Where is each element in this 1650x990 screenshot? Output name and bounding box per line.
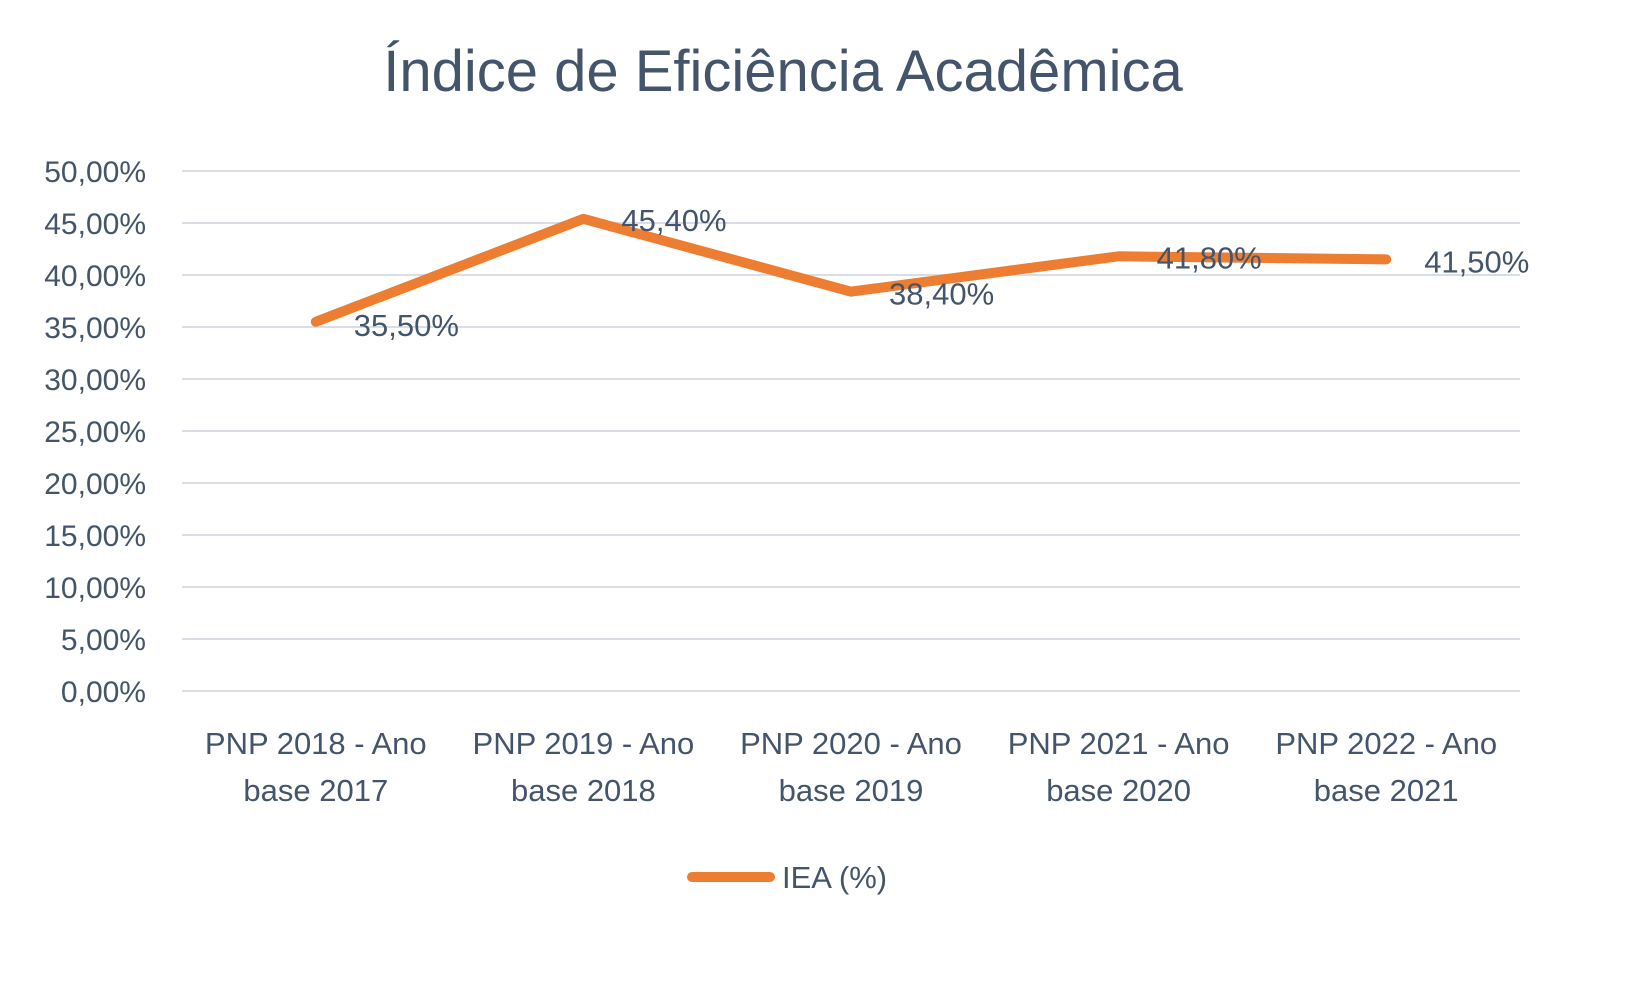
y-tick-label: 5,00% <box>61 624 146 657</box>
y-tick-label: 0,00% <box>61 676 146 709</box>
x-tick-label: PNP 2019 - Ano base 2018 <box>473 726 695 808</box>
legend-label: IEA (%) <box>782 860 887 895</box>
x-axis-ticks: PNP 2018 - Ano base 2017 PNP 2019 - Ano bas… <box>205 726 1497 808</box>
legend: IEA (%) <box>687 860 887 895</box>
y-tick-label: 30,00% <box>44 364 146 397</box>
data-label: 38,40% <box>889 277 994 312</box>
data-label: 41,80% <box>1157 240 1262 275</box>
y-tick-label: 15,00% <box>44 520 146 553</box>
y-tick-label: 25,00% <box>44 416 146 449</box>
x-tick-label: PNP 2022 - Ano base 2021 <box>1275 726 1497 808</box>
gridlines <box>182 170 1520 692</box>
y-tick-label: 40,00% <box>44 260 146 293</box>
series-lines <box>310 213 1392 327</box>
x-tick-label: PNP 2021 - Ano base 2020 <box>1008 726 1230 808</box>
y-tick-label: 50,00% <box>44 156 146 189</box>
y-axis-ticks: 0,00% 5,00% 10,00% 15,00% 20,00% 25,00% 30,00%… <box>44 156 146 709</box>
data-labels: 35,50% 45,40% 38,40% 41,80% 41,50% <box>354 203 1530 343</box>
x-tick-label: PNP 2020 - Ano base 2019 <box>740 726 962 808</box>
x-tick-label: PNP 2018 - Ano base 2017 <box>205 726 427 808</box>
data-label: 41,50% <box>1424 244 1529 279</box>
y-tick-label: 10,00% <box>44 572 146 605</box>
chart-title: Índice de Eficiência Acadêmica <box>383 39 1183 104</box>
y-tick-label: 20,00% <box>44 468 146 501</box>
y-tick-label: 35,00% <box>44 312 146 345</box>
data-label: 35,50% <box>354 308 459 343</box>
data-label: 45,40% <box>621 203 726 238</box>
y-tick-label: 45,00% <box>44 208 146 241</box>
